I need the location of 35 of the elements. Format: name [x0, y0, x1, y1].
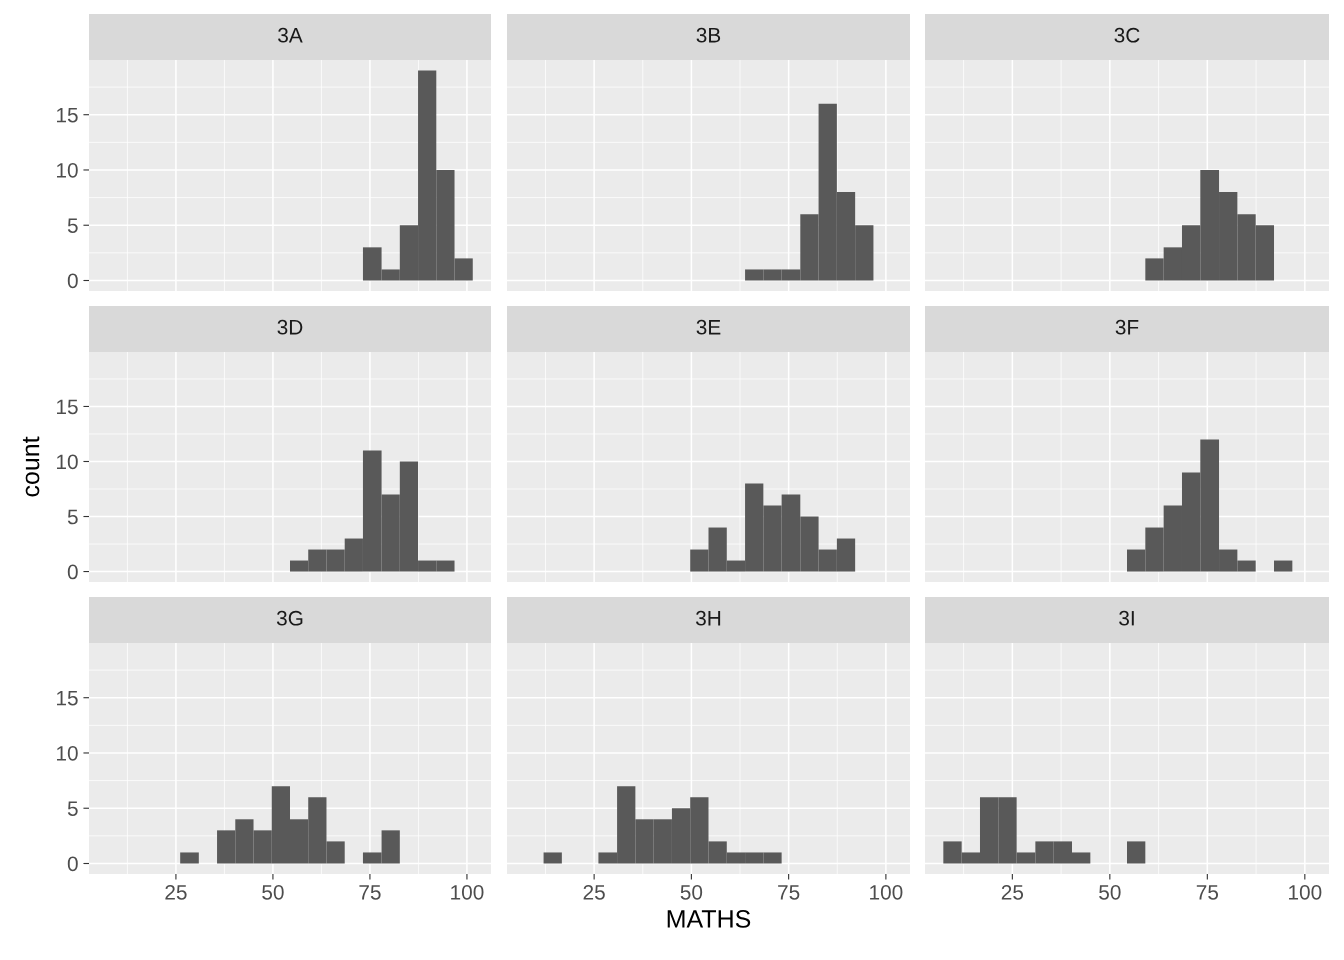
y-tick-label: 0 [67, 564, 78, 580]
x-tick-label: 50 [1099, 884, 1121, 900]
x-tick-label: 75 [359, 885, 381, 900]
chart-title: 3B [696, 27, 721, 43]
x-tick-label: 25 [1001, 884, 1024, 900]
y-tick-label: 5 [67, 509, 78, 525]
chart-title: 3D [277, 319, 303, 335]
y-tick-label: 5 [67, 801, 78, 816]
y-tick-label: 10 [57, 162, 78, 178]
x-tick-label: 25 [583, 884, 605, 900]
y-tick-label: 15 [57, 690, 78, 706]
x-tick-label: 75 [1196, 885, 1219, 900]
chart-title: 3A [278, 27, 303, 43]
y-tick-label: 10 [57, 454, 78, 470]
y-tick-label: 0 [67, 856, 78, 872]
x-tick-label: 100 [1289, 884, 1322, 900]
y-axis-title: count [22, 436, 40, 497]
chart-title: 3F [1115, 319, 1139, 335]
chart-title: 3H [695, 610, 721, 626]
x-tick-label: 25 [165, 884, 187, 900]
x-tick-label: 75 [778, 885, 800, 900]
chart-title: 3I [1119, 610, 1134, 626]
y-tick-label: 15 [57, 107, 78, 123]
y-tick-label: 10 [57, 745, 78, 761]
x-tick-label: 100 [451, 884, 484, 900]
x-tick-label: 50 [262, 884, 284, 900]
y-tick-label: 15 [57, 399, 78, 415]
chart-title: 3E [696, 319, 721, 335]
x-tick-label: 50 [680, 884, 703, 900]
y-tick-label: 0 [67, 273, 78, 289]
chart-title: 3G [276, 610, 303, 626]
x-axis-title: MATHS [667, 910, 751, 928]
x-tick-label: 100 [870, 884, 903, 900]
y-tick-label: 5 [67, 218, 78, 233]
chart-title: 3C [1114, 27, 1140, 43]
